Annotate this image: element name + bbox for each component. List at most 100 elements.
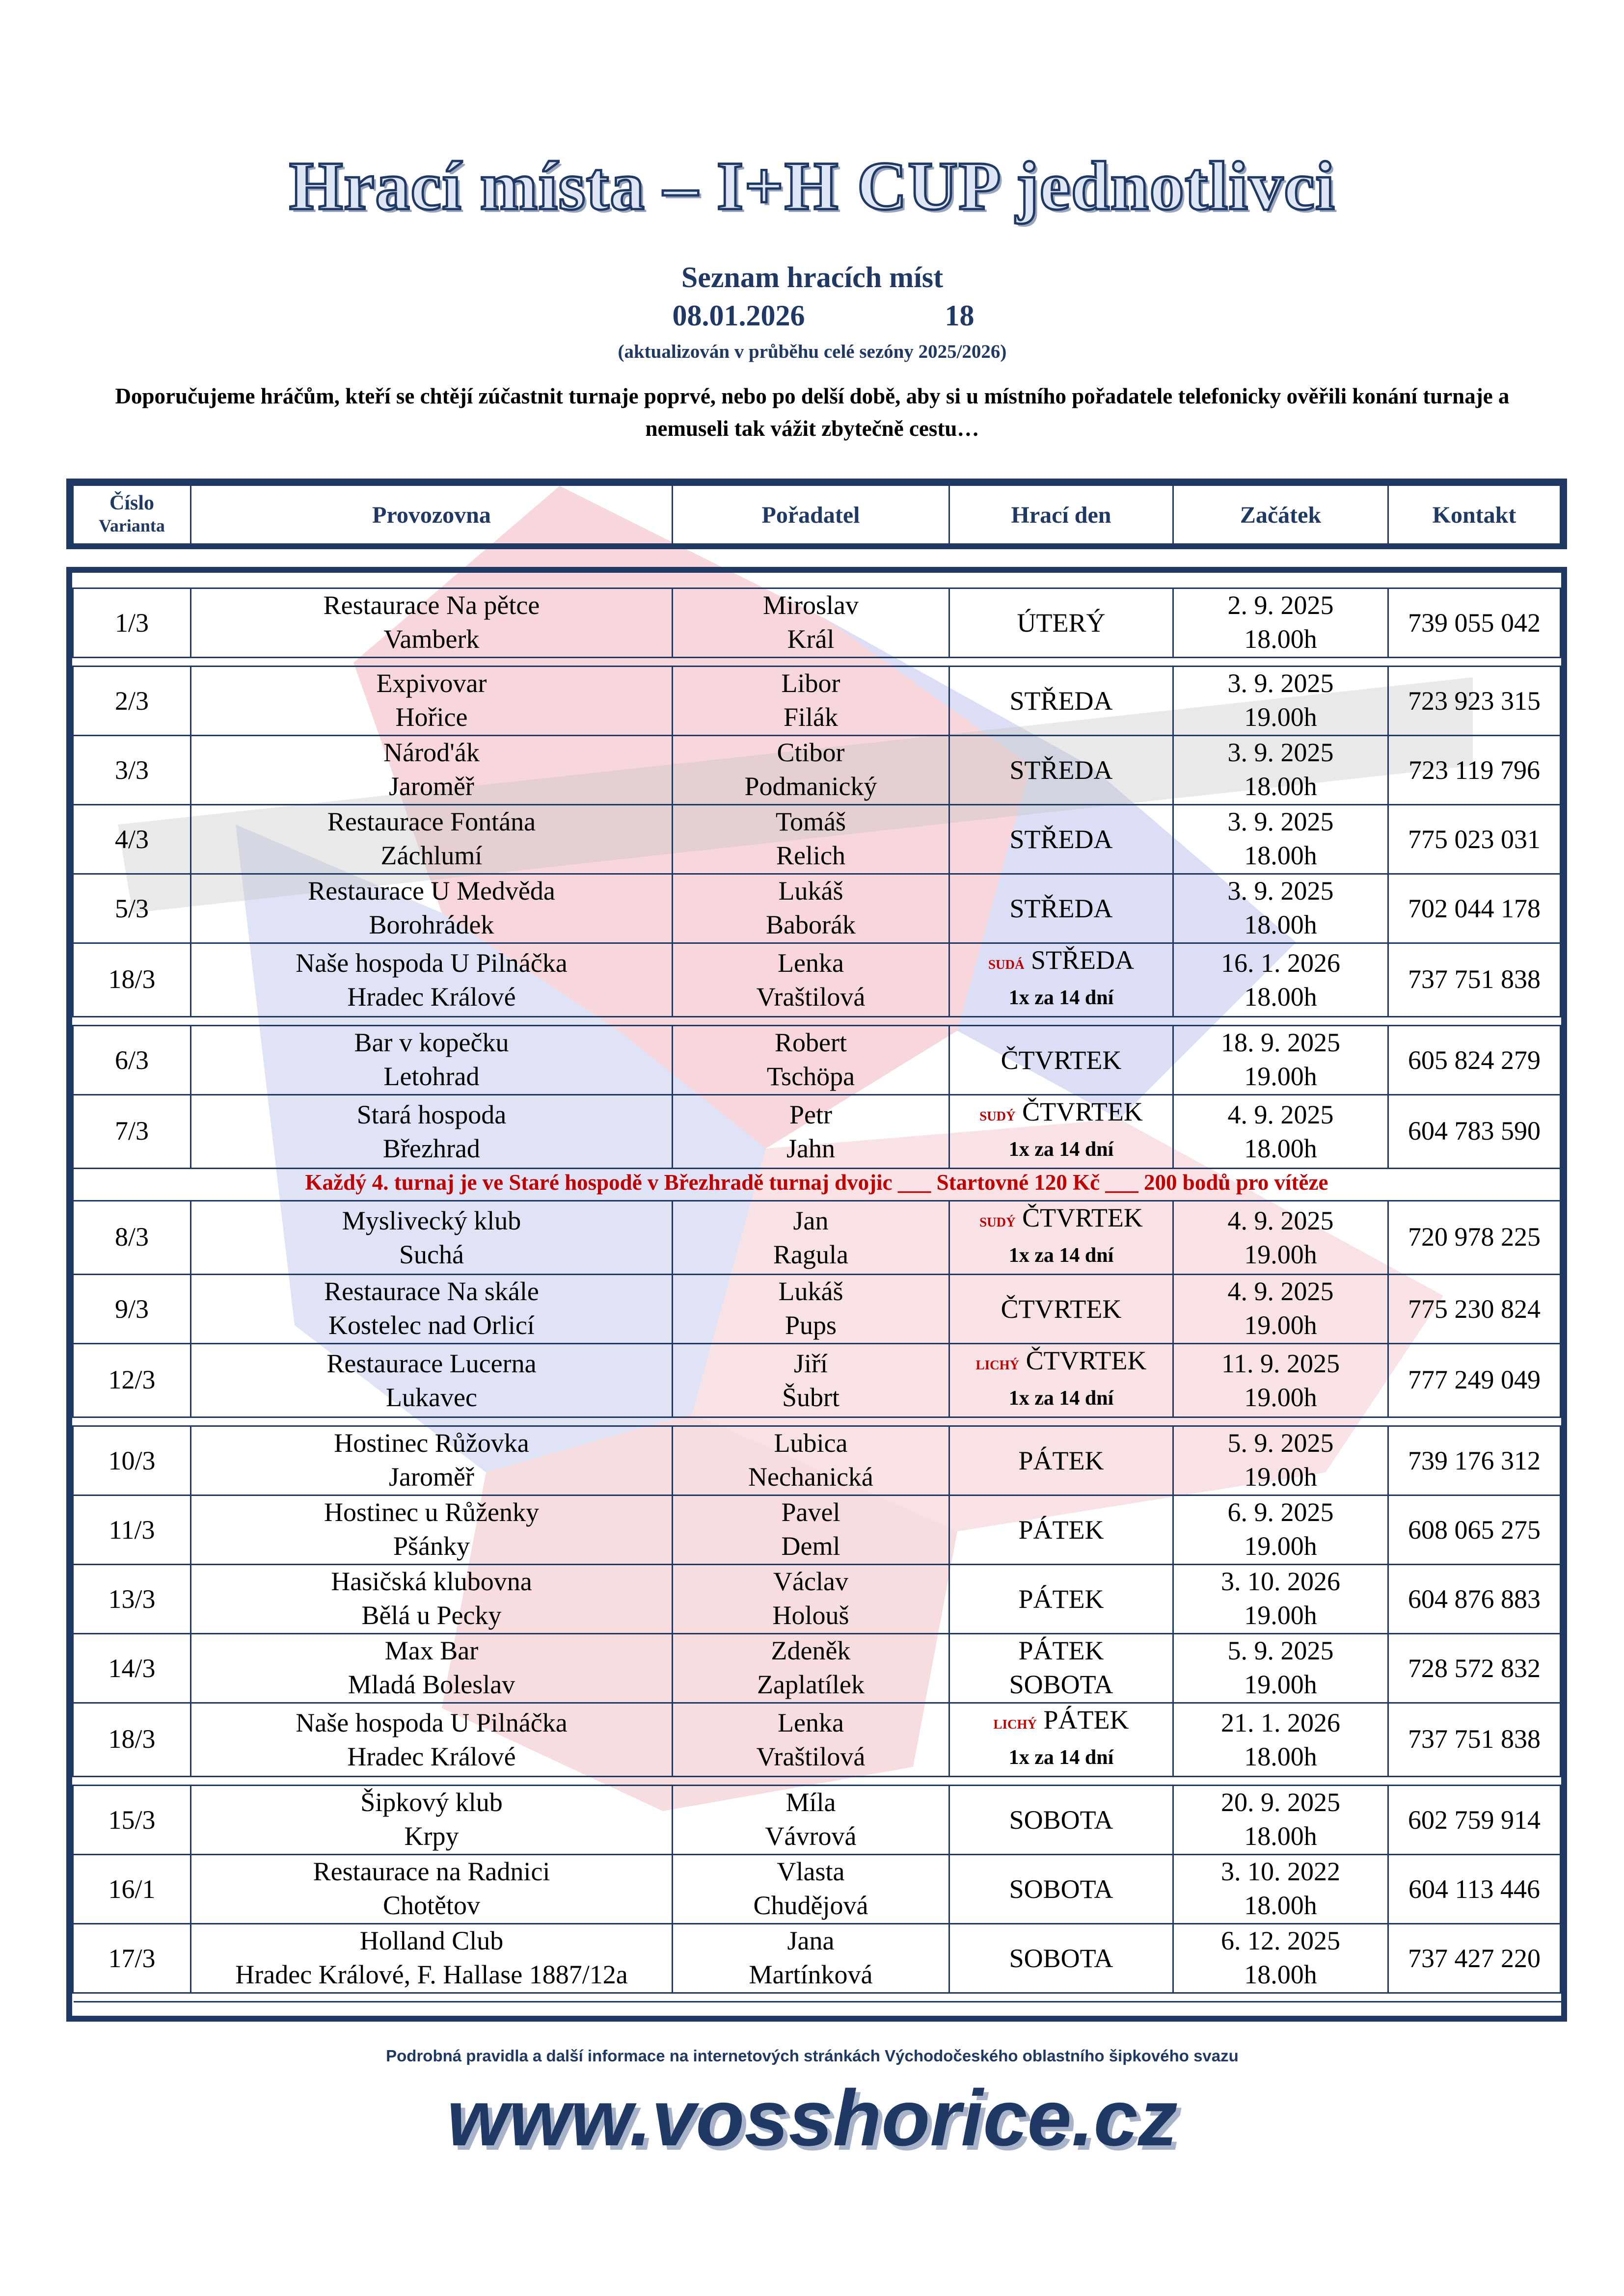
organizer-cell: Robert Tschöpa — [672, 1025, 950, 1095]
start-line: 19.00h — [1244, 1062, 1317, 1091]
day: PÁTEK — [1018, 1445, 1104, 1475]
venue-cell: Restaurace Na skále Kostelec nad Orlicí — [190, 1274, 673, 1344]
venue-line: Hradec Králové — [347, 981, 516, 1011]
organizer-cell: Tomáš Relich — [672, 804, 950, 875]
day-line: STŘEDA — [950, 684, 1172, 718]
day-line: SOBOTA — [950, 1872, 1172, 1906]
start-line: 18.00h — [1244, 1891, 1317, 1920]
organizer-line: Baborák — [766, 910, 856, 939]
frequency: 1x za 14 dní — [1008, 1140, 1114, 1162]
column-header-text: Pořadatel — [761, 503, 860, 528]
parity-tag: LICHÝ — [993, 1717, 1037, 1732]
organizer-cell: Jana Martínková — [672, 1923, 950, 1994]
start-line: 18.00h — [1244, 910, 1317, 939]
organizer-line: Libor — [781, 668, 840, 698]
day-line: ČTVRTEK — [950, 1043, 1172, 1077]
start-line: 5. 9. 2025 — [1227, 1636, 1334, 1665]
start-line: 3. 10. 2022 — [1221, 1857, 1340, 1886]
table-row: 14/3 Max Bar Mladá Boleslav Zdeněk Zaplatíle… — [72, 1633, 1561, 1704]
frequency: 1x za 14 dní — [1008, 988, 1114, 1010]
table-row: 16/1 Restaurace na Radnici Chotětov Vlasta C… — [72, 1854, 1561, 1924]
column-header: Pořadatel — [672, 484, 950, 546]
start-cell: 3. 9. 2025 18.00h — [1172, 873, 1389, 944]
organizer-line: Šubrt — [782, 1382, 839, 1412]
organizer-line: Míla — [785, 1788, 836, 1817]
start-line: 11. 9. 2025 — [1221, 1348, 1340, 1378]
table-row: 2/3 Expivovar Hořice Libor Filák STŘEDA 3. 9. … — [72, 666, 1561, 736]
start-line: 19.00h — [1244, 1239, 1317, 1269]
venue-cell: Národ'ák Jaroměř — [190, 735, 673, 805]
start-line: 6. 9. 2025 — [1227, 1497, 1334, 1527]
table-row: 15/3 Šipkový klub Krpy Míla Vávrová SOBOTA 20.… — [72, 1785, 1561, 1855]
venue-line: Jaroměř — [389, 1462, 474, 1492]
day-line: LICHÝ PÁTEK — [950, 1704, 1172, 1742]
group-separator — [73, 1016, 1561, 1026]
group-separator — [73, 1776, 1561, 1786]
organizer-cell: Miroslav Král — [672, 587, 950, 658]
day-cell: ÚTERÝ — [948, 587, 1174, 658]
venue-line: Restaurace Na skále — [324, 1277, 539, 1306]
venue-cell: Restaurace Lucerna Lukavec — [190, 1343, 673, 1418]
number-cell: 7/3 — [72, 1094, 191, 1169]
column-header: Číslo Varianta — [72, 484, 191, 546]
column-header-text: Provozovna — [372, 503, 491, 528]
start-line: 18.00h — [1244, 981, 1317, 1011]
venue-line: Holland Club — [359, 1926, 504, 1955]
organizer-cell: Lukáš Pups — [672, 1274, 950, 1344]
table-row: 12/3 Restaurace Lucerna Lukavec Jiří Šubrt LI… — [72, 1343, 1561, 1418]
day: PÁTEK — [1043, 1705, 1129, 1735]
start-line: 18.00h — [1244, 1741, 1317, 1771]
start-line: 19.00h — [1244, 1310, 1317, 1340]
venue-line: Bělá u Pecky — [361, 1601, 502, 1630]
organizer-line: Václav — [773, 1567, 848, 1596]
contact-cell: 728 572 832 — [1387, 1633, 1561, 1704]
day: ČTVRTEK — [1026, 1346, 1147, 1375]
organizer-cell: Lenka Vraštilová — [672, 1702, 950, 1777]
organizer-cell: Libor Filák — [672, 666, 950, 736]
start-cell: 11. 9. 2025 19.00h — [1172, 1343, 1389, 1418]
venue-cell: Stará hospoda Březhrad — [190, 1094, 673, 1169]
start-line: 3. 9. 2025 — [1227, 876, 1334, 906]
start-cell: 3. 9. 2025 19.00h — [1172, 666, 1389, 736]
day-cell: PÁTEK — [948, 1425, 1174, 1496]
venue-cell: Max Bar Mladá Boleslav — [190, 1633, 673, 1704]
venue-cell: Restaurace Na pětce Vamberk — [190, 587, 673, 658]
day: ÚTERÝ — [1017, 607, 1106, 637]
day-cell: SOBOTA — [948, 1854, 1174, 1924]
number-cell: 5/3 — [72, 873, 191, 944]
day-line: SUDÝ ČTVRTEK — [950, 1201, 1172, 1240]
day-cell: SOBOTA — [948, 1785, 1174, 1855]
organizer-cell: Lukáš Baborák — [672, 873, 950, 944]
organizer-line: Relich — [776, 841, 845, 870]
contact-cell: 723 923 315 — [1387, 666, 1561, 736]
organizer-line: Zdeněk — [771, 1636, 851, 1665]
organizer-cell: Zdeněk Zaplatílek — [672, 1633, 950, 1704]
organizer-line: Jahn — [786, 1133, 835, 1163]
day: PÁTEK — [1018, 1583, 1104, 1613]
day-line: SOBOTA — [950, 1942, 1172, 1976]
day-cell: LICHÝ ČTVRTEK 1x za 14 dní — [948, 1343, 1174, 1418]
day-cell: STŘEDA — [948, 804, 1174, 875]
organizer-line: Miroslav — [763, 590, 859, 620]
contact-cell: 602 759 914 — [1387, 1785, 1561, 1855]
day-line: PÁTEK — [950, 1444, 1172, 1478]
day-line: SUDÁ STŘEDA — [950, 944, 1172, 982]
start-line: 18.00h — [1244, 1133, 1317, 1163]
table-row: 8/3 Myslivecký klub Suchá Jan Ragula SUDÝ ČTV… — [72, 1200, 1561, 1275]
start-line: 19.00h — [1244, 1670, 1317, 1699]
day-line: SUDÝ ČTVRTEK — [950, 1095, 1172, 1134]
organizer-line: Deml — [781, 1531, 840, 1561]
separator-cell — [73, 1016, 1561, 1026]
venue-cell: Restaurace Fontána Záchlumí — [190, 804, 673, 875]
table-row: 4/3 Restaurace Fontána Záchlumí Tomáš Relich… — [72, 804, 1561, 875]
start-line: 20. 9. 2025 — [1221, 1788, 1340, 1817]
day: ČTVRTEK — [1001, 1293, 1122, 1323]
table-row: 10/3 Hostinec Růžovka Jaroměř Lubica Nechani… — [72, 1425, 1561, 1496]
venue-cell: Myslivecký klub Suchá — [190, 1200, 673, 1275]
header-row: Číslo Varianta Provozovna Pořadatel Hrací de… — [72, 484, 1561, 546]
venue-line: Národ'ák — [383, 738, 480, 767]
separator-cell — [73, 1416, 1561, 1427]
parity-tag: SUDÝ — [979, 1215, 1016, 1229]
